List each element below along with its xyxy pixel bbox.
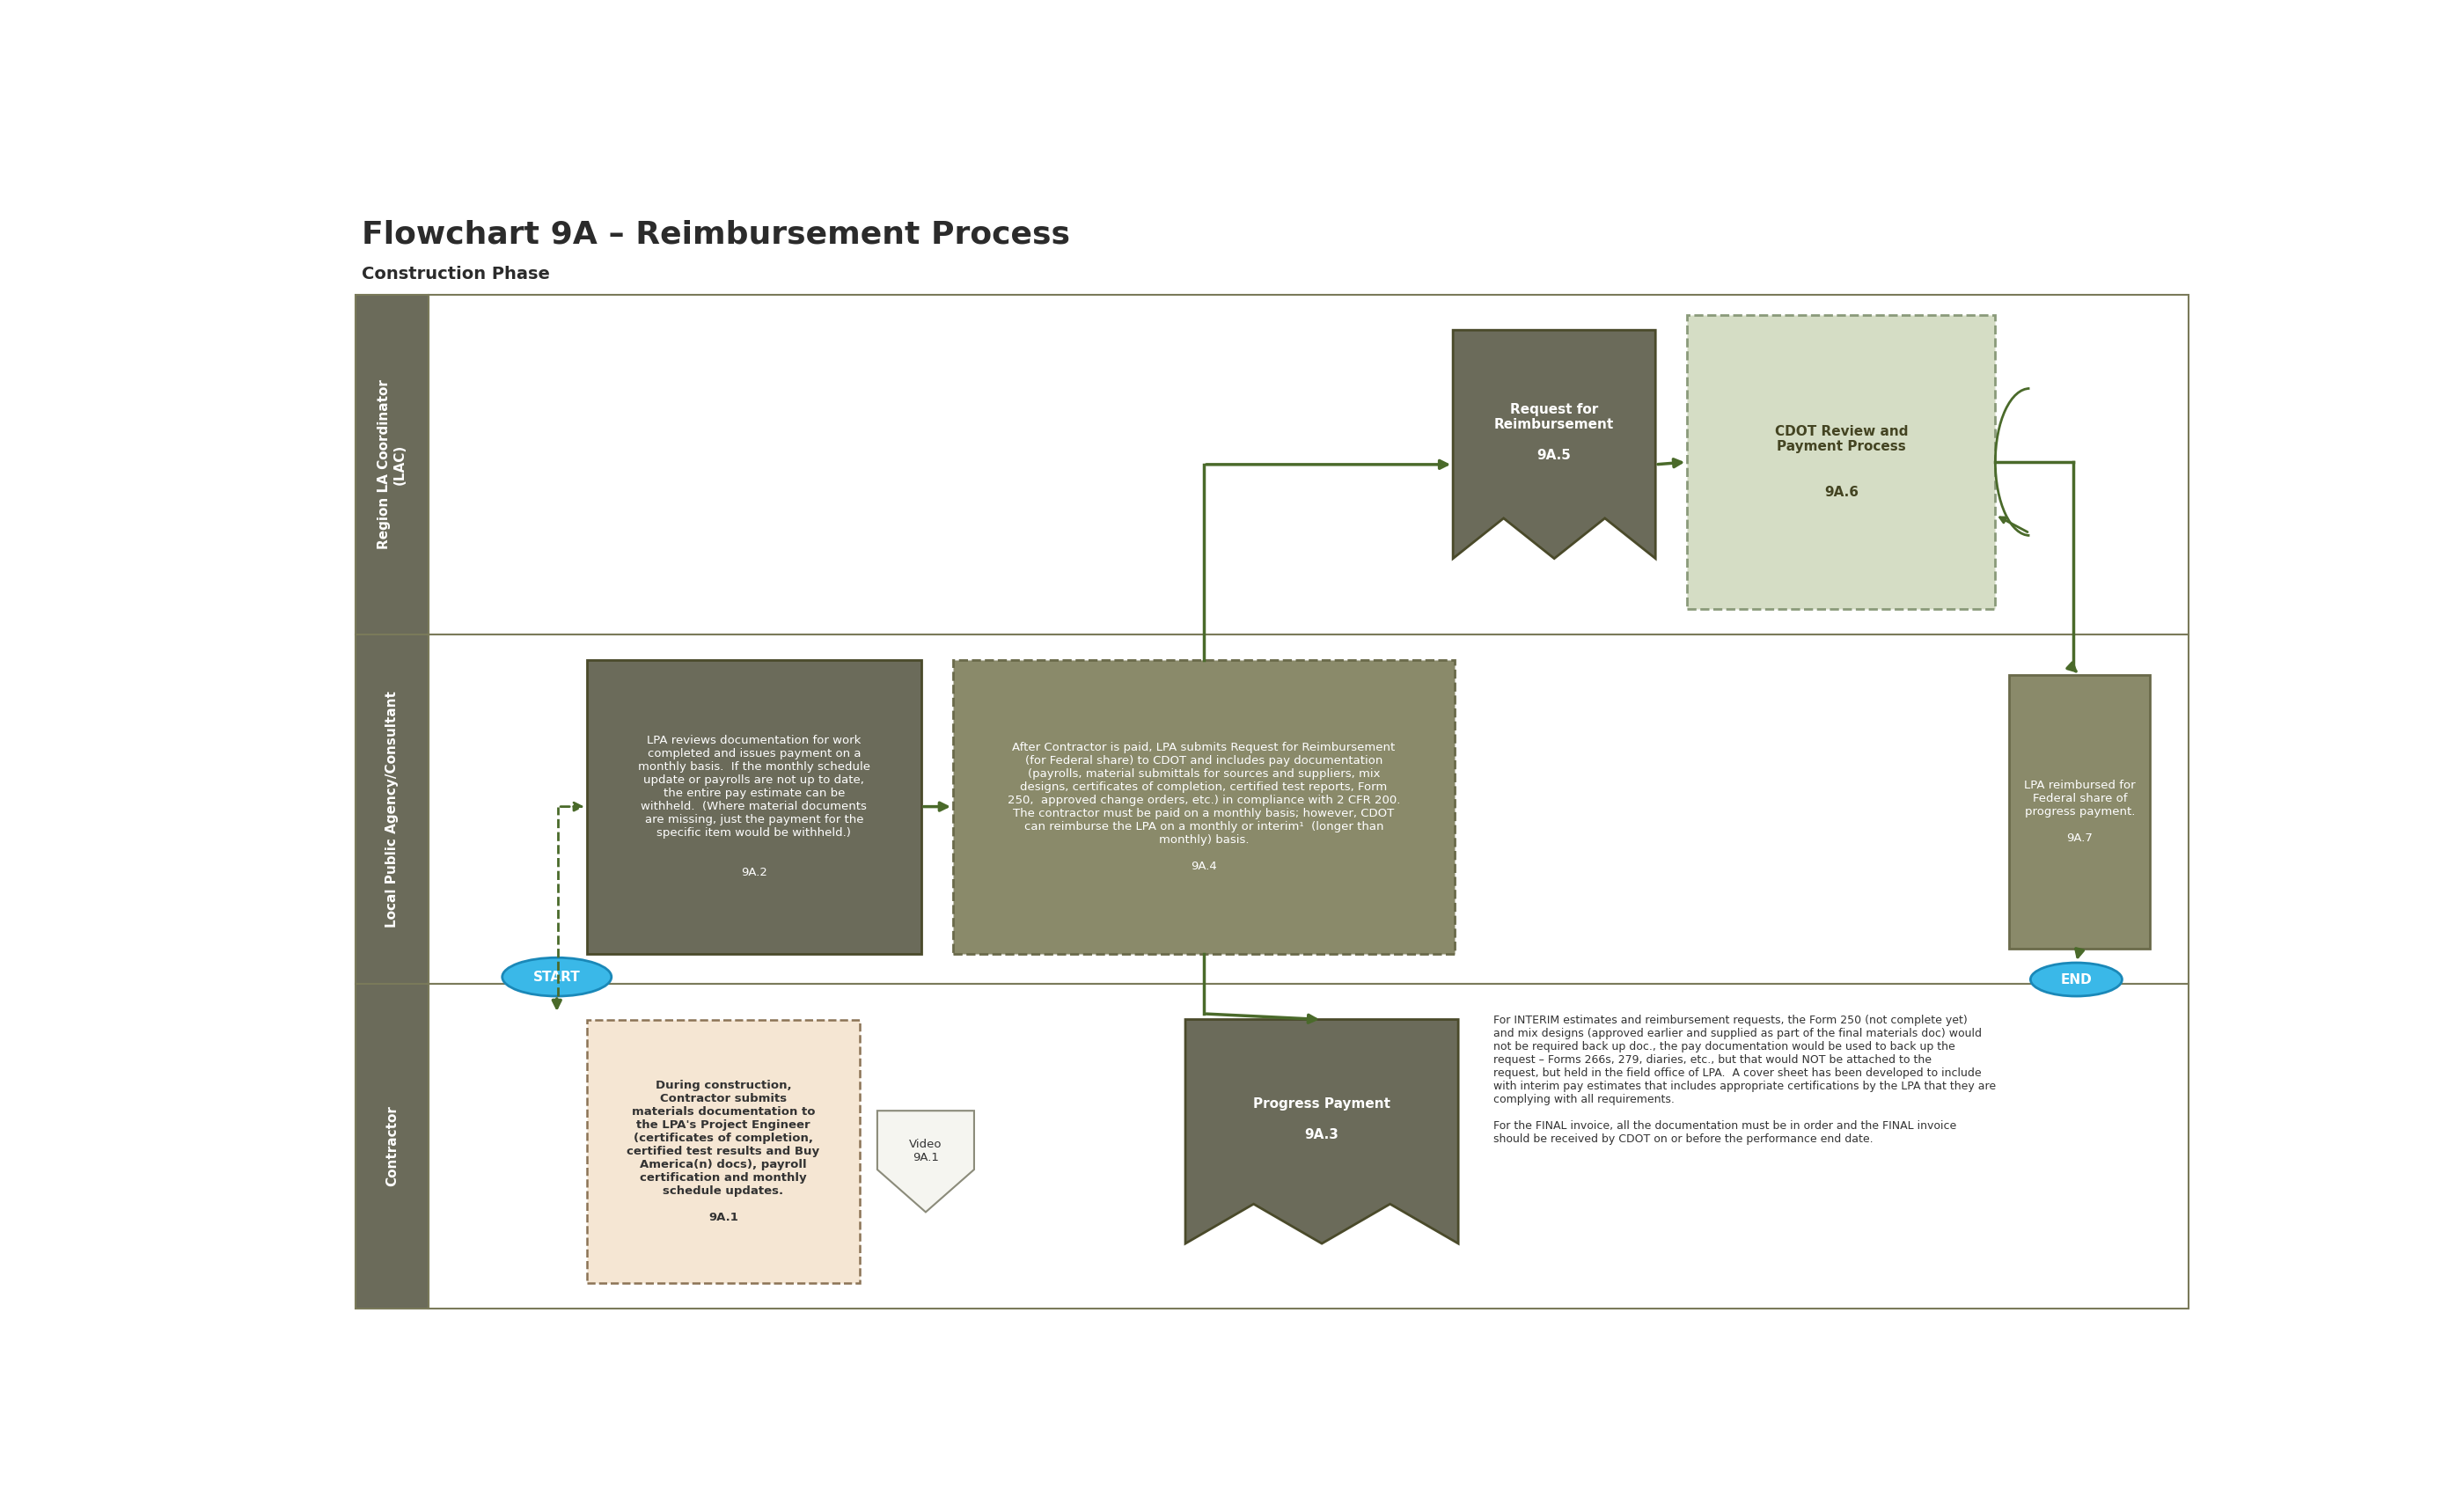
Text: Request for
Reimbursement

9A.5: Request for Reimbursement 9A.5 (1493, 402, 1614, 462)
Text: END: END (2060, 972, 2092, 986)
Text: Contractor: Contractor (384, 1106, 399, 1186)
Bar (355, 634, 429, 984)
Bar (429, 295, 2188, 634)
Text: For INTERIM estimates and reimbursement requests, the Form 250 (not complete yet: For INTERIM estimates and reimbursement … (1493, 1014, 1996, 1144)
Text: LPA reimbursed for
Federal share of
progress payment.

9A.7: LPA reimbursed for Federal share of prog… (2023, 779, 2136, 844)
Text: Construction Phase: Construction Phase (362, 266, 549, 283)
Text: CDOT Review and
Payment Process


9A.6: CDOT Review and Payment Process 9A.6 (1774, 425, 1907, 500)
Bar (429, 984, 2188, 1309)
Text: After Contractor is paid, LPA submits Request for Reimbursement
(for Federal sha: After Contractor is paid, LPA submits Re… (1008, 742, 1400, 872)
Text: LPA reviews documentation for work
completed and issues payment on a
monthly bas: LPA reviews documentation for work compl… (638, 735, 870, 878)
Text: Flowchart 9A – Reimbursement Process: Flowchart 9A – Reimbursement Process (362, 220, 1069, 250)
Polygon shape (1185, 1019, 1459, 1243)
Polygon shape (1454, 331, 1656, 558)
Bar (429, 634, 2188, 984)
Ellipse shape (503, 957, 611, 996)
Ellipse shape (2030, 963, 2122, 996)
FancyBboxPatch shape (1688, 316, 1996, 609)
Text: Region LA Coordinator
(LAC): Region LA Coordinator (LAC) (377, 380, 407, 549)
FancyBboxPatch shape (954, 660, 1454, 953)
Text: Video
9A.1: Video 9A.1 (909, 1138, 941, 1164)
FancyBboxPatch shape (586, 1019, 860, 1284)
Bar (355, 984, 429, 1309)
FancyBboxPatch shape (586, 660, 922, 953)
Bar (355, 295, 429, 634)
Polygon shape (877, 1110, 973, 1212)
Text: START: START (532, 971, 582, 983)
Text: During construction,
Contractor submits
materials documentation to
the LPA's Pro: During construction, Contractor submits … (626, 1080, 821, 1224)
FancyBboxPatch shape (2008, 675, 2151, 948)
Text: Progress Payment

9A.3: Progress Payment 9A.3 (1254, 1098, 1390, 1141)
Text: Local Public Agency/Consultant: Local Public Agency/Consultant (384, 691, 399, 928)
